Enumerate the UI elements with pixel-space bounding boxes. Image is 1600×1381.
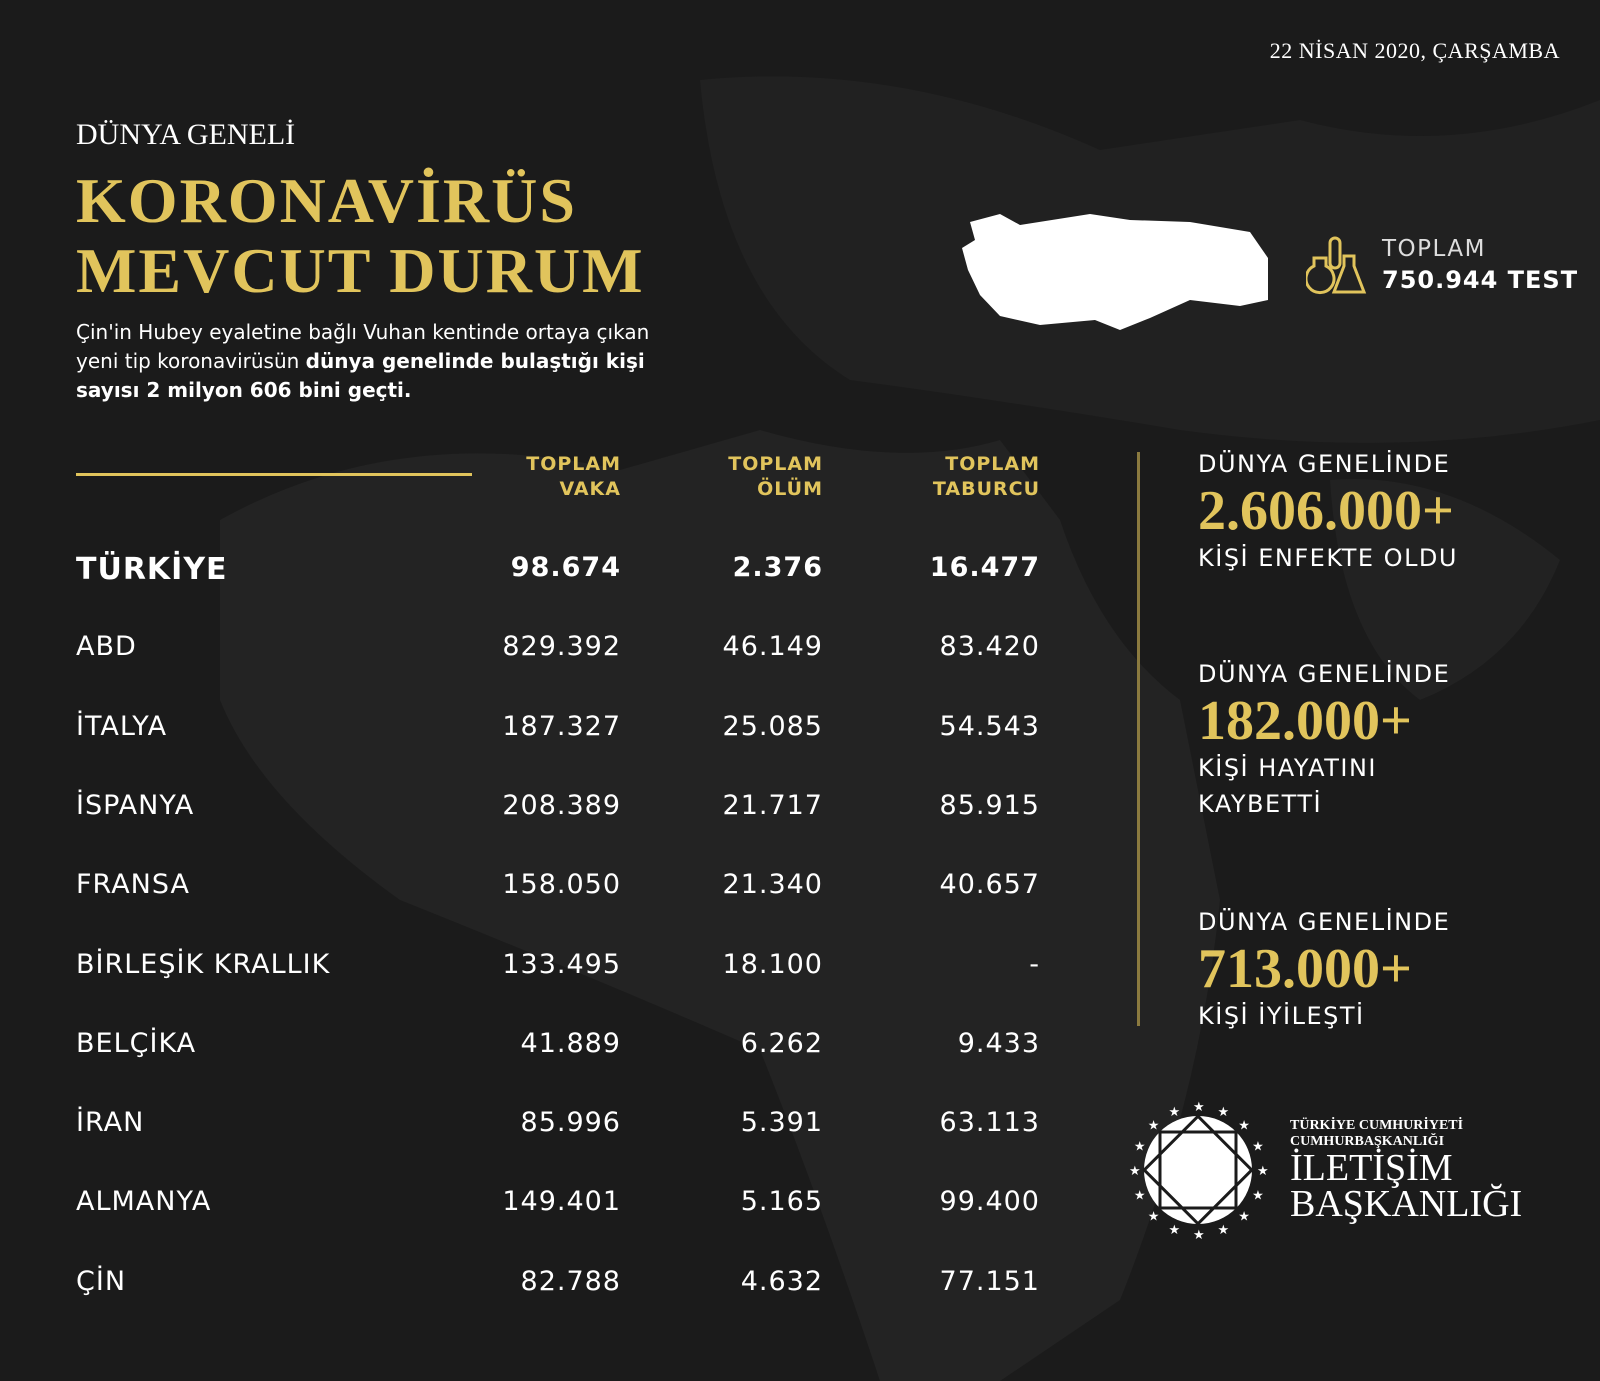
flask-icon bbox=[1306, 236, 1367, 295]
star-icon: ★ bbox=[1134, 1188, 1146, 1203]
recovered-value: 40.657 bbox=[939, 869, 1040, 901]
emblem-icon: ★★★★★★★★★★★★ ★ ★★★ bbox=[1129, 1100, 1268, 1240]
recovered-value: 83.420 bbox=[939, 631, 1040, 663]
country-name: ABD bbox=[76, 631, 137, 663]
cases-value: 187.327 bbox=[502, 710, 621, 742]
deaths-value: 25.085 bbox=[722, 710, 823, 742]
intro-paragraph: Çin'in Hubey eyaletine bağlı Vuhan kenti… bbox=[76, 318, 676, 405]
deaths-value: 18.100 bbox=[722, 948, 823, 980]
table-row: TÜRKİYE 98.674 2.376 16.477 bbox=[76, 552, 1042, 592]
star-icon: ★ bbox=[1129, 1164, 1141, 1179]
deaths-value: 5.165 bbox=[740, 1186, 823, 1218]
cases-value: 82.788 bbox=[520, 1265, 621, 1297]
deaths-value: 5.391 bbox=[740, 1107, 823, 1139]
table-row: BELÇİKA 41.889 6.262 9.433 bbox=[76, 1028, 1042, 1068]
star-icon: ★ bbox=[1193, 1100, 1205, 1115]
table-row: İTALYA 187.327 25.085 54.543 bbox=[76, 711, 1042, 751]
recovered-value: 77.151 bbox=[939, 1265, 1040, 1297]
recovered-value: 9.433 bbox=[957, 1027, 1040, 1059]
table-row: ABD 829.392 46.149 83.420 bbox=[76, 631, 1042, 671]
deaths-value: 2.376 bbox=[732, 552, 823, 583]
cases-value: 158.050 bbox=[502, 869, 621, 901]
cases-value: 41.889 bbox=[520, 1027, 621, 1059]
turkey-map bbox=[962, 214, 1268, 330]
recovered-value: 54.543 bbox=[939, 710, 1040, 742]
recovered-value: 63.113 bbox=[939, 1107, 1040, 1139]
cases-value: 85.996 bbox=[520, 1107, 621, 1139]
recovered-value: 16.477 bbox=[929, 552, 1040, 583]
cases-value: 133.495 bbox=[502, 948, 621, 980]
star-icon: ★ bbox=[1252, 1188, 1264, 1203]
country-name: İSPANYA bbox=[76, 789, 195, 821]
title-line-2: MEVCUT DURUM bbox=[76, 235, 645, 306]
table-row: İRAN 85.996 5.391 63.113 bbox=[76, 1107, 1042, 1147]
deaths-value: 4.632 bbox=[740, 1265, 823, 1297]
deaths-value: 6.262 bbox=[740, 1027, 823, 1059]
table-row: ÇİN 82.788 4.632 77.151 bbox=[76, 1266, 1042, 1306]
page-title: KORONAVİRÜS MEVCUT DURUM bbox=[76, 166, 645, 306]
table-row: BİRLEŞİK KRALLIK 133.495 18.100 - bbox=[76, 949, 1042, 989]
subtitle: DÜNYA GENELİ bbox=[76, 118, 296, 151]
cases-value: 149.401 bbox=[502, 1186, 621, 1218]
test-label: TOPLAM bbox=[1382, 236, 1486, 262]
date: 22 NİSAN 2020, ÇARŞAMBA bbox=[1269, 38, 1560, 63]
country-name: ALMANYA bbox=[76, 1186, 212, 1218]
star-icon: ★ bbox=[1134, 1140, 1146, 1155]
star-icon: ★ bbox=[1148, 1119, 1160, 1134]
intro-text: Çin'in Hubey eyaletine bağlı Vuhan kenti… bbox=[76, 320, 650, 373]
star-icon: ★ bbox=[1193, 1228, 1205, 1240]
deaths-value: 46.149 bbox=[722, 631, 823, 663]
star-icon: ★ bbox=[1238, 1119, 1250, 1134]
star-icon: ★ bbox=[1169, 1223, 1181, 1238]
intro-bold-text: dünya genelinde bulaştığı kişi sayısı 2 … bbox=[76, 349, 645, 402]
star-icon: ★ bbox=[1252, 1140, 1264, 1155]
country-name: BİRLEŞİK KRALLIK bbox=[76, 948, 331, 980]
country-name: İRAN bbox=[76, 1107, 145, 1139]
recovered-value: 99.400 bbox=[939, 1186, 1040, 1218]
country-name: ÇİN bbox=[76, 1265, 127, 1297]
vertical-divider bbox=[1137, 452, 1140, 1026]
header-olum: TOPLAM ÖLÜM bbox=[728, 453, 823, 500]
cases-value: 98.674 bbox=[510, 552, 621, 583]
title-line-1: KORONAVİRÜS bbox=[76, 165, 577, 236]
country-name: FRANSA bbox=[76, 869, 190, 901]
test-value: 750.944 TEST bbox=[1382, 266, 1579, 294]
cases-value: 208.389 bbox=[502, 789, 621, 821]
gold-divider bbox=[76, 473, 472, 476]
table-row: İSPANYA 208.389 21.717 85.915 bbox=[76, 790, 1042, 830]
stat-infected: DÜNYA GENELİNDE 2.606.000+ KİŞİ ENFEKTE OL… bbox=[1198, 450, 1458, 572]
table-row: ALMANYA 149.401 5.165 99.400 bbox=[76, 1186, 1042, 1226]
country-name: İTALYA bbox=[76, 710, 168, 742]
deaths-value: 21.340 bbox=[722, 869, 823, 901]
stat-deaths: DÜNYA GENELİNDE 182.000+ KİŞİ HAYATINI KAYB… bbox=[1198, 660, 1451, 818]
star-icon: ★ bbox=[1148, 1209, 1160, 1224]
cases-value: 829.392 bbox=[502, 631, 621, 663]
header-taburcu: TOPLAM TABURCU bbox=[932, 453, 1040, 500]
header-vaka: TOPLAM VAKA bbox=[526, 453, 621, 500]
country-name: TÜRKİYE bbox=[76, 552, 228, 587]
star-icon: ★ bbox=[1169, 1105, 1181, 1120]
star-icon: ★ bbox=[1238, 1209, 1250, 1224]
table-row: FRANSA 158.050 21.340 40.657 bbox=[76, 869, 1042, 909]
country-name: BELÇİKA bbox=[76, 1027, 197, 1059]
star-icon: ★ bbox=[1217, 1223, 1229, 1238]
star-icon: ★ bbox=[1217, 1105, 1229, 1120]
star-icon: ★ bbox=[1257, 1164, 1268, 1179]
stat-recovered: DÜNYA GENELİNDE 713.000+ KİŞİ İYİLEŞTİ bbox=[1198, 908, 1451, 1030]
recovered-value: - bbox=[1029, 948, 1040, 980]
deaths-value: 21.717 bbox=[722, 789, 823, 821]
recovered-value: 85.915 bbox=[939, 789, 1040, 821]
